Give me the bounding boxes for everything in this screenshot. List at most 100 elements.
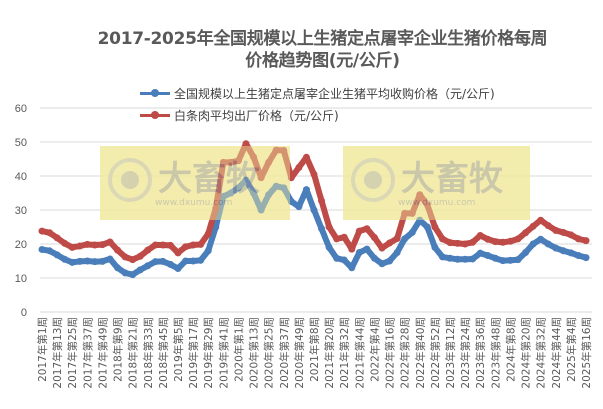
data-point <box>144 262 152 270</box>
data-point <box>287 198 295 205</box>
x-tick-label: 2019年第17周 <box>187 317 200 389</box>
x-tick-label: 2023年第24周 <box>459 317 472 389</box>
watermark-logo-icon <box>351 158 395 202</box>
data-point <box>499 238 507 246</box>
data-point <box>318 197 326 205</box>
data-point <box>537 235 545 243</box>
data-point <box>91 258 99 266</box>
data-point <box>408 228 416 236</box>
data-point <box>159 241 167 249</box>
data-point <box>363 225 371 233</box>
data-point <box>106 238 114 246</box>
data-point <box>136 252 144 260</box>
data-point <box>242 140 250 148</box>
data-point <box>431 223 439 231</box>
data-point <box>166 241 174 249</box>
data-point <box>114 246 122 254</box>
data-point <box>340 256 348 264</box>
x-tick-label: 2018年第9周 <box>112 317 125 382</box>
data-point <box>544 222 552 230</box>
data-point <box>129 256 137 264</box>
data-point <box>197 256 205 264</box>
data-point <box>68 243 76 251</box>
data-point <box>423 201 431 209</box>
data-point <box>174 249 182 257</box>
watermark-brand: 大畜牧 <box>158 159 261 199</box>
x-tick-label: 2021年第44周 <box>353 317 366 389</box>
data-point <box>386 257 394 265</box>
x-tick-label: 2017年第25周 <box>66 317 79 389</box>
data-point <box>431 243 439 251</box>
data-point <box>121 253 129 261</box>
data-point <box>257 174 265 182</box>
data-point <box>302 153 310 161</box>
data-point <box>310 170 318 178</box>
watermark-logo-dot-icon <box>121 171 139 189</box>
legend-item-pork-factory-price: 白条肉平均出厂价格（元/公斤) <box>140 107 339 124</box>
data-point <box>98 257 106 265</box>
data-point <box>61 239 69 247</box>
data-point <box>506 256 514 264</box>
watermark-logo-icon <box>108 158 152 202</box>
data-point <box>159 257 167 265</box>
data-point <box>318 225 326 233</box>
watermark-brand: 大畜牧 <box>401 159 504 199</box>
data-point <box>280 147 288 154</box>
x-tick-label: 2018年第45周 <box>157 317 170 389</box>
data-point <box>552 226 560 234</box>
data-point <box>61 255 69 263</box>
data-point <box>234 157 242 165</box>
data-point <box>574 235 582 243</box>
data-point <box>219 158 227 166</box>
data-point <box>370 254 378 262</box>
watermark-logo-dot-icon <box>364 171 382 189</box>
data-point <box>537 216 545 224</box>
x-tick-label: 2022年第28周 <box>399 317 412 389</box>
x-tick-label: 2019年第41周 <box>217 317 230 389</box>
x-tick-label: 2020年第13周 <box>248 317 261 389</box>
legend-swatch-blue-icon <box>140 89 170 97</box>
data-point <box>287 174 295 182</box>
data-point <box>204 230 212 238</box>
data-point <box>280 184 288 192</box>
data-point <box>325 243 333 251</box>
x-tick-label: 2020年第49周 <box>293 317 306 389</box>
data-point <box>567 249 575 257</box>
data-point <box>484 252 492 260</box>
data-point <box>144 246 152 254</box>
data-point <box>227 158 235 166</box>
x-tick-label: 2021年第8周 <box>308 317 321 382</box>
data-point <box>333 235 341 243</box>
data-point <box>476 249 484 257</box>
data-point <box>491 254 499 262</box>
data-point <box>98 241 106 249</box>
chart-title-line-2: 价格趋势图(元/公斤) <box>245 51 400 71</box>
data-point <box>83 240 91 248</box>
data-point <box>423 223 431 231</box>
data-point <box>68 258 76 266</box>
legend-swatch-red-icon <box>140 111 170 119</box>
data-point <box>151 258 159 266</box>
data-point <box>219 192 227 200</box>
data-point <box>438 253 446 261</box>
data-point <box>469 255 477 263</box>
watermark <box>343 146 530 220</box>
data-point <box>408 209 416 217</box>
data-point <box>340 233 348 241</box>
x-tick-label: 2018年第33周 <box>142 317 155 389</box>
data-point <box>53 234 61 242</box>
x-tick-label: 2025年第4周 <box>565 317 578 382</box>
data-point <box>295 203 303 211</box>
data-point <box>234 184 242 192</box>
watermark-url: www.dxumu.com <box>155 198 232 208</box>
data-point <box>265 158 273 166</box>
y-tick-label: 10 <box>15 273 27 285</box>
data-point <box>454 255 462 263</box>
data-point <box>355 227 363 235</box>
data-point <box>469 238 477 246</box>
data-point <box>378 244 386 252</box>
x-tick-label: 2017年第37周 <box>81 317 94 389</box>
data-point <box>574 252 582 260</box>
x-tick-label: 2025年第16周 <box>580 317 593 389</box>
